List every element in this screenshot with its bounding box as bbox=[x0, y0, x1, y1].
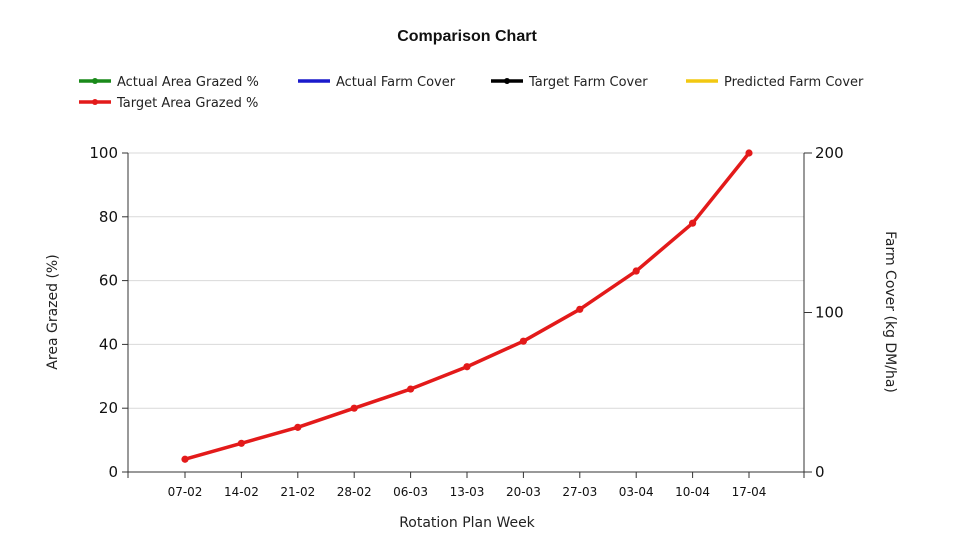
y2-tick-label: 100 bbox=[815, 304, 844, 322]
y-axis-label: Area Grazed (%) bbox=[45, 254, 61, 369]
chart-title: Comparison Chart bbox=[397, 28, 537, 45]
gridlines bbox=[128, 152, 804, 409]
x-tick-label: 03-04 bbox=[619, 485, 654, 499]
x-tick-label: 10-04 bbox=[675, 485, 710, 499]
data-point bbox=[350, 404, 358, 412]
x-axis-label: Rotation Plan Week bbox=[399, 515, 535, 531]
legend: Actual Area Grazed % Actual Farm Cover Tar… bbox=[79, 75, 864, 111]
legend-item: Target Area Grazed % bbox=[79, 96, 258, 111]
y-tick-label: 40 bbox=[99, 335, 118, 353]
legend-label: Predicted Farm Cover bbox=[724, 75, 864, 90]
legend-item: Target Farm Cover bbox=[491, 75, 648, 90]
legend-label: Target Area Grazed % bbox=[116, 96, 258, 111]
y2-axis-label: Farm Cover (kg DM/ha) bbox=[882, 231, 898, 393]
data-point bbox=[689, 219, 697, 227]
data-point bbox=[181, 455, 189, 463]
data-point bbox=[407, 385, 415, 393]
x-tick-label: 06-03 bbox=[393, 485, 428, 499]
legend-item: Actual Area Grazed % bbox=[79, 75, 259, 90]
y-tick-label: 20 bbox=[99, 399, 118, 417]
legend-marker bbox=[92, 78, 98, 84]
y-tick-label: 0 bbox=[108, 463, 118, 481]
series-group bbox=[181, 149, 753, 463]
legend-marker bbox=[92, 99, 98, 105]
legend-item: Predicted Farm Cover bbox=[686, 75, 864, 90]
y2-tick-label: 200 bbox=[815, 144, 844, 162]
y-tick-label: 100 bbox=[89, 144, 118, 162]
data-point bbox=[576, 305, 584, 313]
legend-label: Actual Area Grazed % bbox=[117, 75, 259, 90]
y-tick-label: 60 bbox=[99, 272, 118, 290]
legend-item: Actual Farm Cover bbox=[298, 75, 456, 90]
y-tick-label: 80 bbox=[99, 208, 118, 226]
x-tick-label: 13-03 bbox=[450, 485, 485, 499]
data-point bbox=[294, 423, 302, 431]
x-tick-label: 21-02 bbox=[280, 485, 315, 499]
data-point bbox=[463, 363, 471, 371]
legend-marker bbox=[504, 78, 510, 84]
data-point bbox=[237, 439, 245, 447]
tick-labels: 0 20 40 60 80 100 0 100 200 07-02 14-02 21-02 28-02 0… bbox=[89, 144, 843, 499]
x-tick-label: 28-02 bbox=[337, 485, 372, 499]
x-tick-label: 14-02 bbox=[224, 485, 259, 499]
y2-tick-label: 0 bbox=[815, 463, 825, 481]
legend-label: Actual Farm Cover bbox=[336, 75, 456, 90]
x-tick-label: 07-02 bbox=[168, 485, 203, 499]
x-tick-label: 20-03 bbox=[506, 485, 541, 499]
axes bbox=[122, 152, 812, 478]
data-point bbox=[519, 337, 528, 345]
data-point bbox=[745, 149, 753, 157]
x-tick-label: 17-04 bbox=[732, 485, 767, 499]
data-point bbox=[632, 267, 640, 275]
legend-label: Target Farm Cover bbox=[528, 75, 648, 90]
series-line-target-area-grazed bbox=[183, 151, 751, 461]
x-tick-label: 27-03 bbox=[562, 485, 597, 499]
